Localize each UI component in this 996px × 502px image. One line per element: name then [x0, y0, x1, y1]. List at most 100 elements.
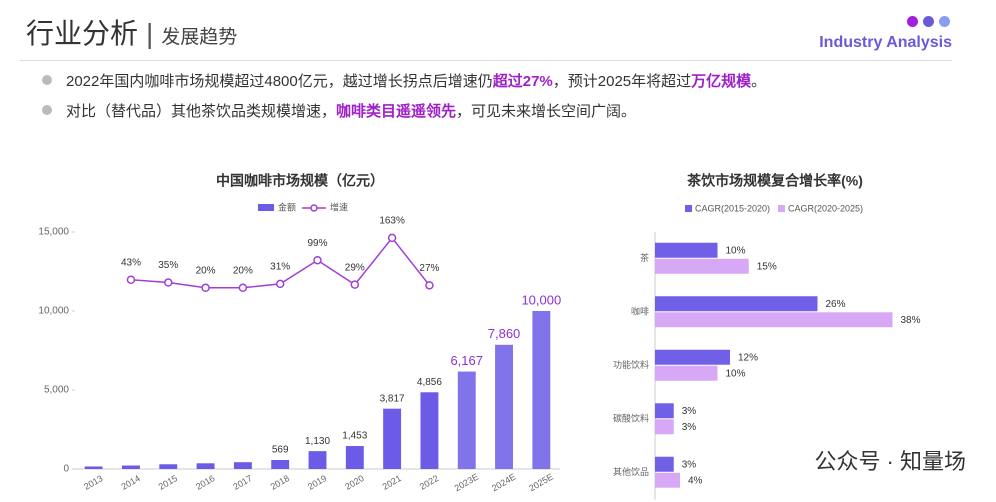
- data-label: 26%: [826, 299, 846, 310]
- english-title: Industry Analysis: [819, 34, 952, 51]
- text: 对比（替代品）其他茶饮品类规模增速，: [66, 103, 337, 120]
- bar: [655, 296, 818, 312]
- bar: [655, 472, 680, 488]
- text: ，预计2025年将超过: [552, 73, 692, 90]
- data-label: 99%: [307, 238, 327, 249]
- data-label: 10,000: [521, 292, 561, 307]
- text: 。: [751, 73, 767, 90]
- x-tick-label: 2021: [381, 473, 403, 492]
- y-tick-label: 碳酸饮料: [613, 413, 649, 424]
- x-tick-label: 2017: [231, 473, 253, 492]
- data-label: 12%: [738, 352, 758, 363]
- data-label: 4%: [688, 475, 703, 486]
- bar: [655, 312, 893, 328]
- line-point: [164, 278, 173, 287]
- y-tick-label: 咖啡: [631, 306, 649, 317]
- highlight: 万亿规模: [691, 73, 752, 90]
- bar: [84, 466, 103, 469]
- bar: [655, 349, 730, 365]
- title: 行业分析: [26, 18, 139, 49]
- x-tick-label: 2025E: [527, 472, 555, 494]
- legend-label: CAGR(2020-2025): [788, 203, 863, 213]
- bar: [233, 462, 252, 469]
- legend-label: 增速: [330, 201, 348, 212]
- data-label: 4,856: [417, 377, 442, 388]
- bar: [122, 465, 140, 469]
- legend-swatch: [778, 205, 785, 212]
- x-tick-label: 2013: [82, 473, 104, 492]
- x-tick-label: 2022: [418, 473, 440, 492]
- y-tick-label: 功能饮料: [613, 359, 649, 370]
- header: 行业分析 | 发展趋势: [26, 12, 237, 52]
- x-tick-label: 2019: [306, 473, 328, 492]
- subtitle: 发展趋势: [161, 27, 238, 48]
- data-label: 20%: [233, 265, 253, 276]
- data-label: 3%: [682, 422, 697, 433]
- legend-swatch: [258, 204, 274, 211]
- chart-title: 中国咖啡市场规模（亿元）: [216, 173, 384, 189]
- data-label: 1,130: [305, 436, 330, 447]
- data-label: 27%: [419, 263, 439, 274]
- watermark: 公众号 · 知量场: [814, 449, 966, 474]
- bar: [420, 392, 439, 469]
- y-tick-label: 茶: [640, 252, 649, 263]
- legend-label: 金额: [278, 201, 296, 212]
- legend-label: CAGR(2015-2020): [695, 203, 770, 213]
- line-point: [238, 283, 248, 293]
- line-point: [201, 283, 210, 293]
- data-label: 10%: [726, 368, 746, 379]
- line-point: [350, 280, 360, 289]
- bar: [655, 419, 674, 435]
- data-label: 43%: [121, 257, 141, 268]
- bullet: 2022年国内咖啡市场规模超过4800亿元，越过增长拐点后增速仍超过27%，预计…: [42, 70, 766, 91]
- highlight: 超过27%: [492, 73, 553, 90]
- data-label: 569: [272, 445, 289, 456]
- bar: [495, 344, 513, 469]
- data-label: 1,453: [342, 431, 367, 442]
- x-tick-label: 2014: [119, 473, 141, 492]
- bar: [383, 408, 402, 469]
- bar: [196, 463, 215, 469]
- x-tick-label: 2024E: [490, 472, 518, 494]
- legend-dot: [310, 204, 318, 212]
- dots: [902, 14, 950, 32]
- bar: [655, 365, 718, 381]
- data-label: 35%: [158, 260, 178, 271]
- bar: [271, 460, 290, 469]
- x-tick-label: 2020: [343, 473, 365, 492]
- bar: [345, 446, 364, 469]
- data-label: 7,860: [488, 326, 521, 341]
- line-point: [387, 233, 397, 243]
- data-label: 6,167: [450, 353, 483, 368]
- bullets: 2022年国内咖啡市场规模超过4800亿元，越过增长拐点后增速仍超过27%，预计…: [42, 66, 766, 130]
- divider: [20, 60, 952, 61]
- y-tick-label: 其他饮品: [613, 466, 649, 477]
- bar: [457, 371, 476, 469]
- bar: [655, 258, 749, 274]
- y-tick-label: 5,000: [44, 385, 69, 396]
- data-label: 10%: [726, 245, 746, 256]
- chart-title: 茶饮市场规模复合增长率(%): [686, 173, 863, 189]
- highlight: 咖啡类目遥遥领先: [336, 103, 457, 120]
- x-tick-label: 2016: [194, 473, 216, 492]
- x-tick-label: 2015: [157, 473, 179, 492]
- data-label: 29%: [345, 262, 365, 273]
- bar: [159, 464, 178, 469]
- bar: [532, 311, 551, 469]
- data-label: 3%: [682, 459, 697, 470]
- y-tick-label: 10,000: [38, 306, 69, 317]
- data-label: 15%: [757, 261, 777, 272]
- data-label: 3%: [682, 406, 697, 417]
- data-label: 20%: [196, 265, 216, 276]
- line-point: [425, 281, 434, 290]
- data-label: 3,817: [380, 393, 405, 404]
- bar: [655, 456, 674, 472]
- bar: [308, 451, 327, 469]
- text: 2022年国内咖啡市场规模超过4800亿元，越过增长拐点后增速仍: [66, 73, 493, 90]
- bar: [655, 242, 718, 258]
- line-point: [126, 275, 136, 284]
- data-label: 163%: [379, 216, 405, 227]
- y-tick-label: 0: [63, 464, 69, 475]
